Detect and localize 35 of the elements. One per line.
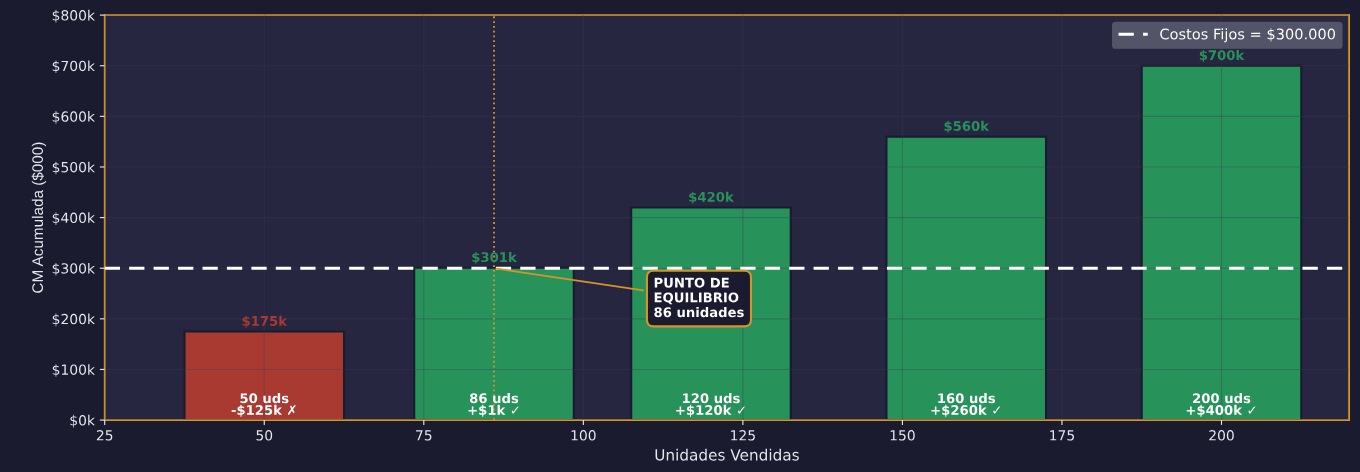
x-tick-label: 150 xyxy=(890,430,915,441)
x-tick-label: 25 xyxy=(96,430,113,441)
bar xyxy=(413,266,575,421)
x-tick-label: 50 xyxy=(256,430,273,441)
legend-label: Costos Fijos = $300.000 xyxy=(1160,28,1336,43)
y-tick-label: $0k xyxy=(70,414,95,428)
bar xyxy=(183,330,346,421)
x-tick-label: 200 xyxy=(1209,430,1234,441)
data-label: $560k xyxy=(944,120,990,133)
y-axis-title: CM Acumulada ($000) xyxy=(31,142,47,293)
x-tick-label: 100 xyxy=(571,430,596,441)
x-axis-title: Unidades Vendidas xyxy=(655,448,799,461)
y-tick-label: $400k xyxy=(52,212,95,225)
y-tick-label: $200k xyxy=(52,313,95,327)
annotation: PUNTO DE EQUILIBRIO 86 unidades xyxy=(654,277,744,318)
annotation: 50 uds -$125k ✗ xyxy=(231,393,296,417)
annotation: 86 uds +$1k ✓ xyxy=(468,393,519,417)
data-label: $301k xyxy=(472,251,517,264)
y-tick-label: $500k xyxy=(52,161,95,175)
x-tick-label: 75 xyxy=(416,430,432,441)
y-tick-label: $600k xyxy=(52,111,95,124)
y-tick-label: $800k xyxy=(52,9,95,23)
annotation: 160 uds +$260k ✓ xyxy=(931,393,1001,417)
y-tick-label: $700k xyxy=(52,60,95,74)
data-label: $420k xyxy=(689,191,734,204)
data-label: $175k xyxy=(242,315,288,328)
y-tick-label: $300k xyxy=(52,262,95,276)
data-label: $700k xyxy=(1199,49,1245,62)
annotation: 120 uds +$120k ✓ xyxy=(676,393,745,417)
bar xyxy=(1140,64,1303,421)
x-tick-label: 125 xyxy=(731,430,755,441)
x-tick-label: 175 xyxy=(1050,430,1074,441)
y-tick-label: $100k xyxy=(52,364,95,377)
annotation: 200 uds +$400k ✓ xyxy=(1186,393,1256,417)
bar xyxy=(885,135,1048,421)
